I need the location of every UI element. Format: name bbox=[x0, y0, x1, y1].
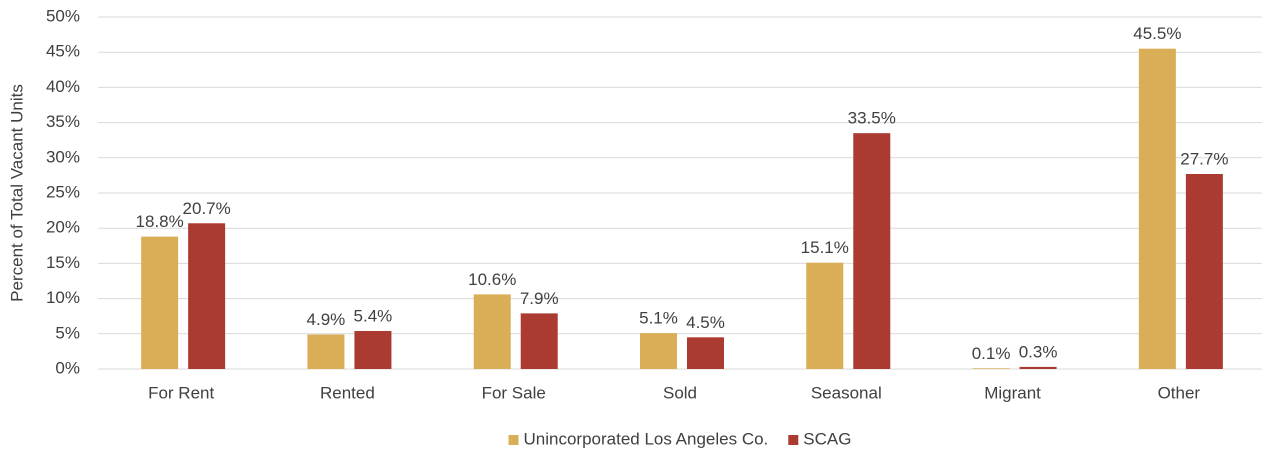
x-tick-label: For Sale bbox=[482, 383, 546, 402]
y-tick-label: 5% bbox=[55, 323, 80, 342]
value-label: 27.7% bbox=[1180, 149, 1228, 168]
bar bbox=[188, 223, 226, 369]
bar bbox=[640, 333, 677, 369]
value-label: 0.3% bbox=[1019, 342, 1058, 361]
y-tick-label: 10% bbox=[46, 288, 80, 307]
bar bbox=[1185, 173, 1223, 369]
bar bbox=[806, 262, 844, 369]
value-label: 4.5% bbox=[686, 313, 725, 332]
value-label: 10.6% bbox=[468, 270, 516, 289]
bar bbox=[520, 313, 558, 369]
y-tick-label: 35% bbox=[46, 112, 80, 131]
value-label: 15.1% bbox=[801, 238, 849, 257]
value-label: 7.9% bbox=[520, 289, 559, 308]
x-tick-label: Sold bbox=[663, 383, 697, 402]
x-tick-label: Other bbox=[1158, 383, 1201, 402]
legend-swatch bbox=[788, 435, 799, 445]
y-tick-label: 45% bbox=[46, 42, 80, 61]
value-label: 18.8% bbox=[136, 212, 184, 231]
y-axis-title: Percent of Total Vacant Units bbox=[7, 84, 26, 302]
value-label: 5.4% bbox=[354, 306, 393, 325]
value-label: 33.5% bbox=[848, 109, 896, 128]
x-tick-label: For Rent bbox=[148, 383, 214, 402]
bar bbox=[307, 334, 345, 369]
bar bbox=[1019, 366, 1057, 369]
value-label: 45.5% bbox=[1133, 24, 1181, 43]
y-tick-label: 15% bbox=[46, 253, 80, 272]
legend-label: Unincorporated Los Angeles Co. bbox=[524, 429, 769, 448]
y-tick-label: 50% bbox=[46, 6, 80, 25]
x-tick-label: Seasonal bbox=[811, 383, 882, 402]
value-label: 4.9% bbox=[307, 310, 346, 329]
y-tick-label: 25% bbox=[46, 182, 80, 201]
value-label: 0.1% bbox=[972, 344, 1011, 363]
bar bbox=[687, 337, 724, 369]
bar bbox=[853, 133, 891, 369]
value-label: 5.1% bbox=[639, 309, 678, 328]
y-tick-label: 30% bbox=[46, 147, 80, 166]
y-tick-label: 0% bbox=[55, 358, 80, 377]
y-tick-label: 20% bbox=[46, 218, 80, 237]
x-tick-label: Rented bbox=[320, 383, 375, 402]
bar bbox=[972, 368, 1010, 369]
y-tick-label: 40% bbox=[46, 77, 80, 96]
legend-label: SCAG bbox=[803, 429, 851, 448]
bar bbox=[354, 330, 392, 369]
x-tick-label: Migrant bbox=[984, 383, 1041, 402]
bar bbox=[1138, 48, 1176, 370]
value-label: 20.7% bbox=[183, 199, 231, 218]
bar bbox=[141, 236, 179, 369]
legend-swatch bbox=[508, 435, 519, 445]
bar bbox=[473, 294, 511, 369]
